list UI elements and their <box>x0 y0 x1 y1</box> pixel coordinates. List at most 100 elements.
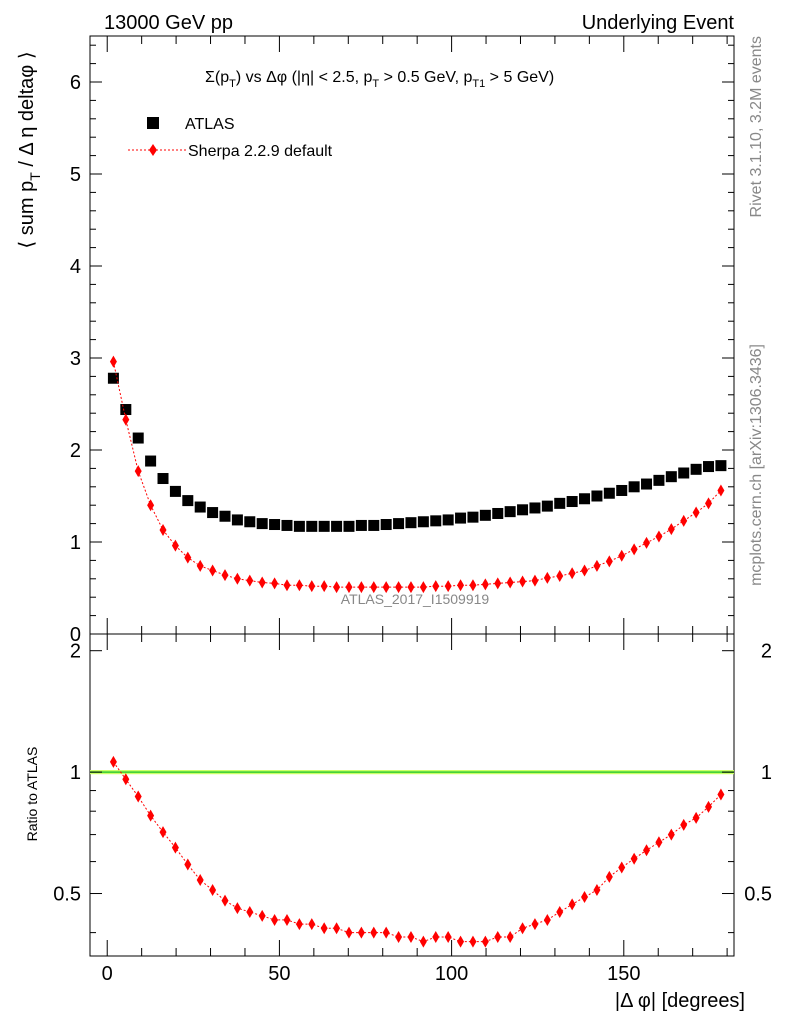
sherpa-point <box>258 576 266 589</box>
sherpa-point <box>605 555 613 568</box>
sherpa-point <box>531 574 539 587</box>
ratio-y-tick-label-left: 0.5 <box>53 884 81 906</box>
ratio-sherpa-point <box>519 922 527 935</box>
sherpa-point <box>568 567 576 580</box>
ratio-sherpa-point <box>147 809 155 822</box>
atlas-point <box>194 501 206 513</box>
ratio-sherpa-point <box>705 800 713 813</box>
sherpa-point <box>382 581 390 594</box>
ratio-y-tick-label-right: 0.5 <box>744 884 772 906</box>
atlas-point <box>244 516 256 528</box>
sherpa-point <box>320 580 328 593</box>
header-right: Underlying Event <box>582 12 735 34</box>
sherpa-point <box>221 569 229 582</box>
sherpa-point <box>122 413 130 426</box>
atlas-point <box>405 517 417 529</box>
sherpa-point <box>308 580 316 593</box>
x-axis-label: |Δ φ| [degrees] <box>615 990 745 1012</box>
sherpa-point <box>171 539 179 552</box>
sherpa-point <box>556 570 564 583</box>
atlas-point <box>517 504 529 516</box>
atlas-point <box>554 497 566 509</box>
x-tick-label: 50 <box>268 963 290 985</box>
legend-sherpa-label: Sherpa 2.2.9 default <box>188 143 333 160</box>
sherpa-point <box>593 559 601 572</box>
ratio-sherpa-point <box>109 755 117 768</box>
ratio-sherpa-point <box>692 811 700 824</box>
sherpa-point <box>357 581 365 594</box>
sherpa-point <box>407 581 415 594</box>
ratio-sherpa-point <box>531 918 539 931</box>
sherpa-point <box>506 576 514 589</box>
sherpa-point <box>630 543 638 556</box>
atlas-point <box>579 493 591 505</box>
ratio-sherpa-point <box>295 918 303 931</box>
x-tick-label: 100 <box>435 963 468 985</box>
sherpa-point <box>134 465 142 478</box>
sherpa-point <box>209 564 217 577</box>
ratio-y-tick-label-right: 2 <box>761 641 772 663</box>
ratio-sherpa-point <box>271 913 279 926</box>
ratio-sherpa-point <box>333 922 341 935</box>
atlas-point <box>281 519 293 531</box>
ratio-sherpa-point <box>258 909 266 922</box>
atlas-point <box>145 455 157 467</box>
ratio-y-axis-label: Ratio to ATLAS <box>24 747 40 842</box>
ratio-sherpa-point <box>246 905 254 918</box>
atlas-point <box>256 518 268 530</box>
header-left: 13000 GeV pp <box>104 12 233 34</box>
atlas-point <box>603 487 615 499</box>
sherpa-point <box>692 506 700 519</box>
ratio-sherpa-point <box>457 935 465 948</box>
sherpa-point <box>333 581 341 594</box>
sherpa-point <box>494 577 502 590</box>
ratio-plot-frame <box>89 633 735 957</box>
ratio-sherpa-point <box>618 861 626 874</box>
ratio-sherpa-point <box>134 790 142 803</box>
main-y-tick-label: 6 <box>70 72 81 94</box>
ratio-sherpa-point <box>680 818 688 831</box>
sherpa-point <box>581 564 589 577</box>
ratio-sherpa-point <box>630 852 638 865</box>
atlas-point <box>157 473 169 485</box>
sherpa-point <box>643 536 651 549</box>
sherpa-point <box>345 581 353 594</box>
sherpa-point <box>147 499 155 512</box>
sherpa-point <box>680 514 688 527</box>
main-y-tick-label: 4 <box>70 256 81 278</box>
atlas-point <box>467 511 479 523</box>
atlas-point <box>430 515 442 527</box>
ratio-sherpa-point <box>568 898 576 911</box>
atlas-point <box>690 463 702 475</box>
sherpa-point <box>717 484 725 497</box>
atlas-point <box>504 506 516 518</box>
ratio-sherpa-point <box>543 913 551 926</box>
atlas-point <box>442 514 454 526</box>
atlas-point <box>616 484 628 496</box>
atlas-point <box>169 485 181 497</box>
atlas-point <box>318 520 330 532</box>
sherpa-point <box>246 574 254 587</box>
ratio-sherpa-point <box>159 826 167 839</box>
ratio-sherpa-point <box>171 841 179 854</box>
rivet-info: Rivet 3.1.10, 3.2M events <box>748 36 765 217</box>
x-tick-label: 150 <box>607 963 640 985</box>
legend-atlas-label: ATLAS <box>185 116 235 133</box>
atlas-point <box>492 507 504 519</box>
legend-atlas-marker <box>147 117 159 129</box>
sherpa-point <box>109 355 117 368</box>
atlas-point <box>269 519 281 531</box>
ratio-sherpa-point <box>643 844 651 857</box>
ratio-sherpa-point <box>556 905 564 918</box>
atlas-point <box>591 490 603 502</box>
mcplots-info: mcplots.cern.ch [arXiv:1306.3436] <box>748 344 765 586</box>
ratio-sherpa-point <box>357 926 365 939</box>
atlas-point <box>678 467 690 479</box>
sherpa-point <box>655 530 663 543</box>
atlas-point <box>541 500 553 512</box>
atlas-point <box>566 496 578 508</box>
ratio-sherpa-point <box>209 884 217 897</box>
atlas-point <box>653 474 665 486</box>
sherpa-point <box>481 578 489 591</box>
plot-title: Σ(pT) vs Δφ (|η| < 2.5, pT > 0.5 GeV, pT… <box>205 69 554 90</box>
